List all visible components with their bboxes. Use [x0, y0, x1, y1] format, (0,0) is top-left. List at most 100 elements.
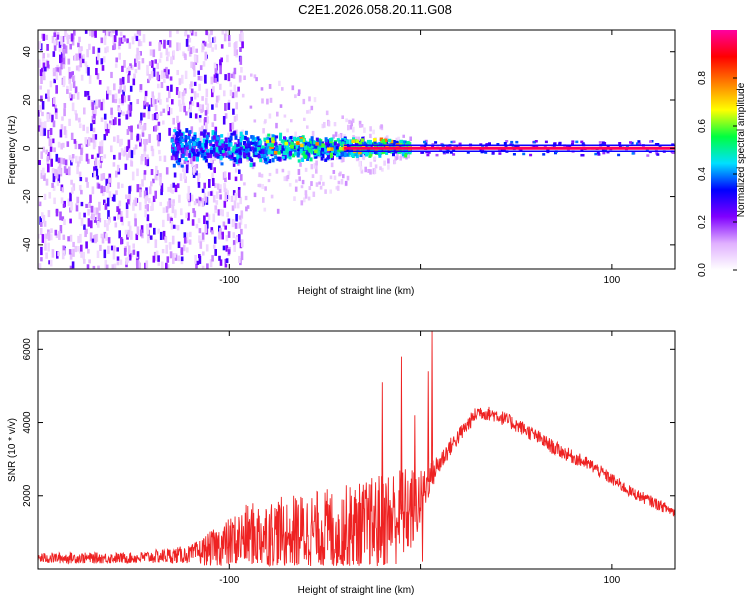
heatmap-cell [59, 54, 62, 64]
heatmap-cell [113, 194, 116, 202]
heatmap-cell [397, 150, 401, 154]
heatmap-cell [283, 136, 286, 142]
heatmap-cell [270, 143, 274, 148]
heatmap-cell [205, 88, 209, 98]
heatmap-cell [62, 76, 66, 85]
heatmap-cell [162, 230, 166, 240]
heatmap-cell [62, 64, 66, 69]
heatmap-cell [381, 139, 385, 143]
heatmap-cell [163, 78, 166, 84]
heatmap-cell [515, 140, 519, 144]
heatmap-cell [63, 108, 66, 117]
heatmap-cell [105, 178, 108, 186]
heatmap-cell [236, 154, 240, 160]
heatmap-cell [111, 30, 114, 34]
heatmap-cell [219, 83, 222, 90]
heatmap-cell [334, 131, 338, 137]
heatmap-cell [80, 218, 84, 226]
heatmap-cell [330, 143, 334, 148]
heatmap-cell [56, 67, 60, 73]
heatmap-cell [365, 151, 368, 157]
heatmap-cell [195, 198, 199, 204]
heatmap-cell [227, 231, 231, 238]
y-tick-label: 0 [22, 145, 33, 151]
heatmap-cell [149, 223, 152, 228]
heatmap-cell [145, 260, 149, 269]
heatmap-cell [209, 163, 213, 170]
heatmap-cell [180, 132, 184, 136]
heatmap-cell [167, 40, 170, 45]
heatmap-cell [186, 247, 189, 253]
heatmap-cell [154, 105, 158, 111]
heatmap-cell [289, 151, 292, 156]
heatmap-cell [104, 32, 107, 40]
heatmap-cell [48, 149, 52, 159]
heatmap-cell [96, 221, 100, 226]
heatmap-cell [47, 89, 50, 98]
heatmap-cell [45, 93, 48, 99]
heatmap-cell [85, 241, 88, 249]
heatmap-cell [91, 238, 95, 243]
heatmap-cell [317, 150, 321, 156]
heatmap-cell [231, 122, 235, 130]
heatmap-cell [184, 142, 188, 147]
heatmap-cell [117, 112, 121, 118]
heatmap-cell [166, 201, 170, 210]
heatmap-cell [236, 143, 240, 147]
heatmap-cell [195, 263, 198, 269]
heatmap-cell [184, 30, 188, 37]
heatmap-cell [246, 146, 250, 150]
heatmap-cell [580, 140, 584, 144]
heatmap-cell [194, 142, 198, 146]
heatmap-cell [198, 83, 201, 91]
heatmap-cell [333, 122, 337, 127]
heatmap-cell [197, 218, 201, 224]
heatmap-cell [197, 70, 200, 75]
heatmap-cell [141, 154, 144, 162]
heatmap-cell [114, 222, 118, 228]
heatmap-cell [106, 90, 109, 100]
heatmap-cell [93, 113, 96, 119]
heatmap-cell [135, 35, 139, 42]
heatmap-cell [220, 44, 224, 49]
heatmap-cell [249, 162, 253, 168]
heatmap-cell [46, 156, 50, 162]
heatmap-cell [218, 255, 221, 261]
heatmap-cell [114, 117, 117, 125]
heatmap-cell [160, 82, 164, 89]
heatmap-cell [601, 141, 605, 144]
heatmap-cell [255, 147, 259, 153]
heatmap-cell [52, 69, 56, 77]
heatmap-cell [38, 197, 40, 205]
heatmap-cell [214, 65, 218, 74]
heatmap-cell [139, 84, 143, 90]
heatmap-cell [85, 153, 89, 162]
heatmap-cell [281, 168, 285, 173]
heatmap-cell [177, 255, 181, 262]
heatmap-cell [267, 179, 271, 183]
heatmap-cell [279, 148, 283, 154]
heatmap-cell [146, 102, 149, 107]
heatmap-cell [227, 102, 231, 110]
heatmap-cell [100, 37, 104, 44]
heatmap-cell [69, 192, 72, 202]
heatmap-cell [211, 47, 214, 52]
heatmap-cell [313, 97, 317, 103]
heatmap-cell [297, 159, 301, 163]
heatmap-cell [234, 42, 237, 51]
heatmap-cell [202, 138, 206, 143]
heatmap-cell [103, 199, 106, 205]
y-tick-label: 2000 [22, 484, 33, 507]
heatmap-cell [212, 152, 216, 157]
heatmap-cell [205, 134, 209, 140]
heatmap-cell [156, 113, 159, 120]
heatmap-cell [123, 247, 127, 256]
heatmap-cell [297, 169, 301, 175]
heatmap-cell [197, 144, 201, 149]
heatmap-cell [281, 155, 285, 159]
heatmap-cell [41, 101, 45, 110]
heatmap-cell [66, 36, 70, 45]
heatmap-cell [173, 209, 177, 218]
heatmap-cell [310, 181, 313, 186]
heatmap-cell [618, 144, 622, 148]
